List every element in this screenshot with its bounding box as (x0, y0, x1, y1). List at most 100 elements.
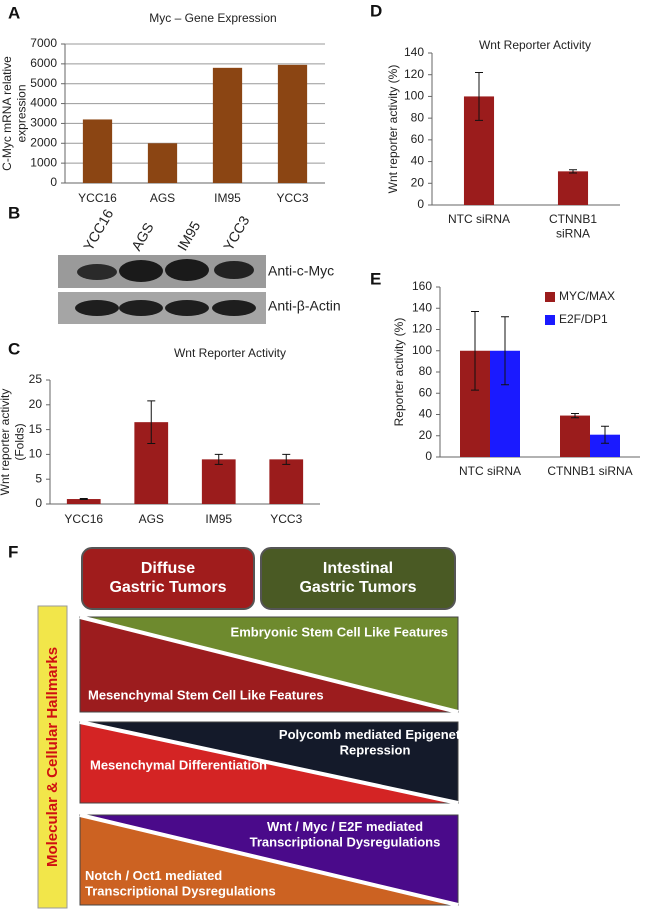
error-bar (471, 310, 479, 391)
blot-band (165, 300, 209, 316)
header: Diffuse Gastric Tumors (109, 560, 226, 596)
error-bar (147, 400, 156, 444)
bar (269, 459, 304, 504)
bar (66, 499, 101, 504)
x-tick-label: YCC3 (270, 512, 302, 526)
y-tick-label: 20 (419, 428, 433, 442)
error-bar (501, 316, 509, 386)
y-tick-label: 4000 (30, 96, 57, 110)
y-tick-label: 60 (411, 132, 425, 146)
x-tick-label: YCC16 (64, 512, 103, 526)
y-axis-label: Wnt reporter activity (%) (386, 65, 400, 194)
y-tick-label: 10 (29, 447, 43, 461)
x-tick-label: IM95 (214, 191, 241, 205)
diagram: F Molecular & Cellular Hallmarks Diffuse… (8, 542, 471, 909)
y-tick-label: 100 (412, 343, 432, 357)
y-tick-label: 0 (35, 496, 42, 510)
western-blot: B Anti-c-Myc Anti-β-Actin YCC16 AGS IM95… (8, 203, 341, 324)
legend-label: E2F/DP1 (559, 312, 608, 326)
bar (212, 67, 243, 183)
band-text: Mesenchymal Differentiation (90, 757, 267, 772)
panel-label: C (8, 339, 20, 358)
error-bar (569, 169, 577, 174)
error-bar (475, 72, 483, 121)
y-tick-label: 0 (417, 197, 424, 211)
x-tick-label: AGS (150, 191, 175, 205)
y-tick-label: 20 (29, 397, 43, 411)
y-tick-label: 120 (412, 322, 432, 336)
y-tick-label: 5 (35, 471, 42, 485)
x-tick-label: AGS (139, 512, 164, 526)
y-tick-label: 40 (419, 407, 433, 421)
chart-title: Myc – Gene Expression (149, 11, 276, 25)
band-text: Mesenchymal Stem Cell Like Features (88, 687, 324, 702)
bar (560, 415, 590, 457)
blot-row-label: Anti-β-Actin (268, 298, 341, 314)
band-divider (79, 615, 459, 714)
blot-row-label: Anti-c-Myc (268, 263, 334, 279)
y-tick-label: 0 (425, 449, 432, 463)
y-axis-label: C-Myc mRNA relativeexpression (0, 56, 28, 171)
y-tick-label: 20 (411, 175, 425, 189)
lane-label: IM95 (174, 218, 204, 253)
band-text: Polycomb mediated Epigenetic Repression (279, 727, 471, 758)
y-tick-label: 60 (419, 385, 433, 399)
y-tick-label: 7000 (30, 36, 57, 50)
y-tick-label: 100 (404, 89, 424, 103)
panel-label: F (8, 542, 18, 561)
bar (147, 143, 178, 183)
band-divider (79, 813, 459, 907)
x-tick-label: YCC16 (78, 191, 117, 205)
y-tick-label: 15 (29, 422, 43, 436)
band-text: Embryonic Stem Cell Like Features (231, 624, 448, 639)
band-text: Notch / Oct1 mediated Transcriptional Dys… (85, 868, 276, 899)
x-tick-label: IM95 (205, 512, 232, 526)
error-bar (601, 425, 609, 444)
y-axis-label: Reporter activity (%) (392, 318, 406, 427)
y-tick-label: 160 (412, 279, 432, 293)
y-tick-label: 40 (411, 154, 425, 168)
bar (82, 119, 113, 183)
y-tick-label: 120 (404, 67, 424, 81)
error-bar (282, 453, 291, 465)
legend-swatch (545, 292, 555, 302)
blot-band (212, 300, 256, 316)
side-label: Molecular & Cellular Hallmarks (44, 647, 61, 867)
panel-label: A (8, 3, 20, 22)
panel-label: B (8, 203, 20, 222)
band-text: Wnt / Myc / E2F mediated Transcriptional … (250, 819, 441, 850)
y-tick-label: 140 (412, 300, 432, 314)
y-tick-label: 80 (411, 110, 425, 124)
y-axis-label: Wnt reporter activity(Folds) (0, 389, 27, 496)
x-tick-label: NTC siRNA (448, 212, 510, 226)
side-bar (37, 605, 68, 909)
header: Intestinal Gastric Tumors (299, 560, 416, 596)
lane-label: AGS (128, 220, 157, 254)
legend-label: MYC/MAX (559, 289, 615, 303)
y-tick-label: 1000 (30, 155, 57, 169)
x-tick-label: YCC3 (276, 191, 308, 205)
y-tick-label: 25 (29, 372, 43, 386)
x-tick-label: CTNNB1 siRNA (547, 464, 632, 478)
lane-label: YCC3 (220, 213, 253, 254)
error-bar (571, 412, 579, 419)
chart-title: Wnt Reporter Activity (174, 346, 286, 360)
legend-swatch (545, 315, 555, 325)
blot-band (75, 300, 119, 316)
blot-band (119, 260, 163, 282)
header-box (81, 547, 255, 610)
y-tick-label: 6000 (30, 56, 57, 70)
header-box (260, 547, 456, 610)
error-bar (214, 453, 223, 465)
blot-band (214, 261, 254, 279)
blot-band (77, 264, 117, 280)
x-tick-label: NTC siRNA (459, 464, 521, 478)
bar (201, 459, 236, 504)
lane-label: YCC16 (80, 206, 117, 253)
blot-band (165, 259, 209, 281)
panel-label: E (370, 269, 381, 288)
y-tick-label: 140 (404, 45, 424, 59)
error-bar (79, 498, 88, 501)
y-tick-label: 5000 (30, 76, 57, 90)
